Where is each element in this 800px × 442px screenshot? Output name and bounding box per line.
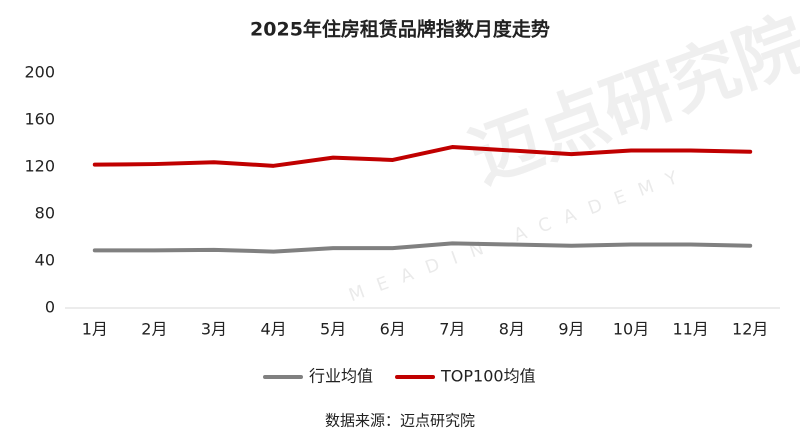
x-tick-label: 1月	[82, 320, 108, 339]
x-tick-label: 7月	[439, 320, 465, 339]
x-tick-label: 6月	[380, 320, 406, 339]
x-tick-label: 10月	[613, 320, 649, 339]
x-tick-label: 8月	[499, 320, 525, 339]
chart-title: 2025年住房租赁品牌指数月度走势	[250, 18, 550, 41]
x-tick-label: 4月	[260, 320, 286, 339]
series-line	[92, 145, 753, 168]
y-tick-label: 40	[35, 251, 55, 270]
x-tick-label: 3月	[201, 320, 227, 339]
source-note: 数据来源：迈点研究院	[325, 412, 475, 430]
y-tick-label: 160	[24, 110, 55, 129]
y-tick-label: 0	[45, 298, 55, 317]
x-tick-label: 2月	[141, 320, 167, 339]
x-tick-label: 12月	[732, 320, 768, 339]
y-tick-label: 120	[24, 157, 55, 176]
x-tick-label: 11月	[672, 320, 708, 339]
y-tick-label: 200	[24, 63, 55, 82]
series-line	[92, 241, 753, 254]
legend-label: TOP100均值	[440, 367, 536, 386]
x-tick-label: 5月	[320, 320, 346, 339]
x-tick-label: 9月	[558, 320, 584, 339]
y-tick-label: 80	[35, 204, 55, 223]
legend-label: 行业均值	[309, 367, 373, 386]
